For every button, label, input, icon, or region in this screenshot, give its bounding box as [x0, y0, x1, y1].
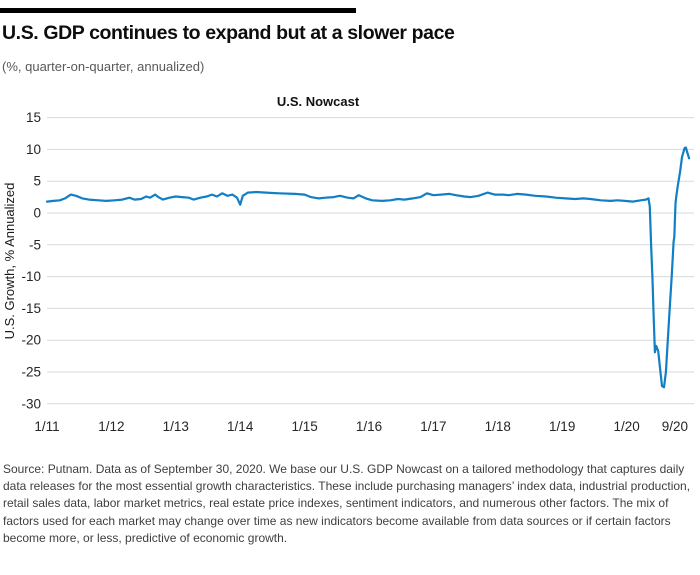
y-tick-label: -30: [21, 396, 41, 411]
x-tick-label: 1/14: [227, 419, 254, 434]
x-tick-label: 1/17: [420, 419, 446, 434]
page-subtitle: (%, quarter-on-quarter, annualized): [2, 59, 205, 74]
x-tick-label: 1/20: [613, 419, 639, 434]
x-tick-label: 1/13: [163, 419, 189, 434]
nowcast-line: [45, 146, 691, 389]
x-tick-label: 1/16: [356, 419, 382, 434]
x-tick-label: 1/18: [485, 419, 511, 434]
y-tick-label: 0: [33, 206, 41, 221]
x-tick-label: 1/15: [291, 419, 317, 434]
y-tick-label: 15: [26, 110, 41, 125]
y-axis-title: U.S. Growth, % Annualized: [2, 183, 17, 340]
headline-rule-bar: [0, 8, 356, 13]
y-tick-label: -20: [21, 333, 41, 348]
source-note: Source: Putnam. Data as of September 30,…: [3, 462, 691, 545]
x-tick-label: 9/20: [662, 419, 688, 434]
y-tick-label: -10: [21, 269, 41, 284]
x-tick-label: 1/19: [549, 419, 575, 434]
x-tick-label: 1/11: [34, 419, 59, 434]
y-tick-label: -5: [29, 237, 41, 252]
chart-title: U.S. Nowcast: [276, 94, 360, 109]
y-tick-label: -15: [21, 301, 41, 316]
y-tick-label: 10: [26, 142, 41, 157]
y-tick-label: -25: [21, 365, 41, 380]
page-title: U.S. GDP continues to expand but at a sl…: [2, 22, 455, 44]
x-tick-label: 1/12: [98, 419, 124, 434]
y-tick-label: 5: [33, 174, 41, 189]
